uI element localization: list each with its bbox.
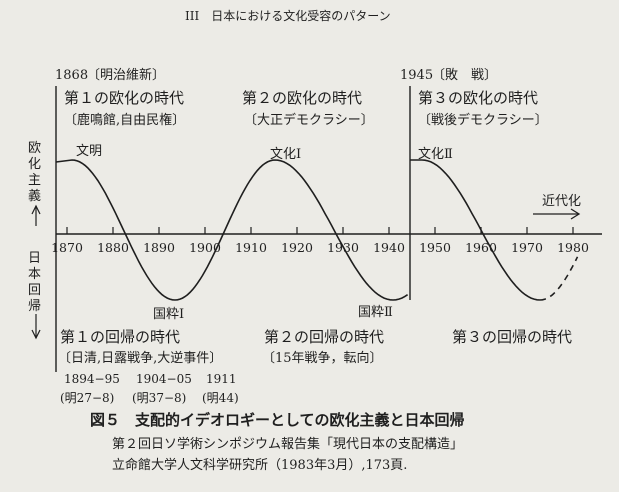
x-tick-label: 1890 [143,240,175,255]
west-period-3-title: 第３の欧化の時代 [418,89,538,107]
return-period-3-title: 第３の回帰の時代 [452,328,572,346]
west-period-2-title: 第２の欧化の時代 [242,89,362,107]
return-period-1-title: 第１の回帰の時代 [60,328,180,346]
page-header: III 日本における文化受容のパターン [185,8,391,23]
war-date-2-years: 1904−05 [136,372,192,386]
return-period-2-title: 第２の回帰の時代 [264,328,384,346]
x-tick-label: 1940 [373,240,405,255]
x-tick-label: 1900 [189,240,221,255]
source-line-1: 第２回日ソ学術シンポジウム報告集「現代日本の支配構造」 [112,436,463,452]
trough-label-kokusui-2: 国粋Ⅱ [358,305,393,320]
axis-top-char-2: 化 [28,157,41,172]
axis-top-char-3: 主 [28,173,41,188]
ideology-wave [55,159,541,301]
war-date-1-years: 1894−95 [64,372,120,386]
modernization-arrowhead [570,208,581,220]
west-period-1-title: 第１の欧化の時代 [64,89,184,107]
return-period-2-detail: 〔15年戦争，転向〕 [262,350,383,366]
x-tick-label: 1960 [465,240,497,255]
x-tick-label: 1950 [419,240,451,255]
epoch-event-meiji: 〔明治維新〕 [87,67,165,83]
x-tick-label: 1870 [51,240,83,255]
war-date-3-era: (明44) [202,391,239,405]
x-tick-label: 1910 [235,240,267,255]
modernization-label: 近代化 [542,194,581,209]
axis-top-char-4: 義 [28,188,41,204]
x-axis-ticks: 1870 1880 1890 1900 1910 1920 1930 1940 1950 1960… [51,227,589,255]
peak-label-bunka-1: 文化Ⅰ [270,147,301,162]
trough-label-kokusui-1: 国粋Ⅰ [153,307,184,322]
ideology-wave-projection [539,256,579,301]
x-tick-label: 1920 [281,240,313,255]
peak-label-bunka-2: 文化Ⅱ [418,147,453,162]
axis-top-char-1: 欧 [28,141,41,156]
west-period-1-detail: 〔鹿鳴館,自由民権〕 [64,112,185,128]
axis-bottom-char-2: 本 [28,267,41,282]
war-date-2-era: (明37−8) [132,391,186,405]
return-period-1-detail: 〔日清,日露戦争,大逆事件〕 [58,350,222,366]
west-period-3-detail: 〔戦後デモクラシー〕 [418,112,548,128]
x-tick-label: 1880 [97,240,129,255]
x-tick-label: 1980 [557,240,589,255]
peak-label-bunmei: 文明 [76,144,102,159]
epoch-event-defeat: 〔敗 戦〕 [432,68,497,83]
west-period-2-detail: 〔大正デモクラシー〕 [244,112,374,128]
axis-top-arrowhead [31,204,41,215]
source-line-2: 立命館大学人文科学研究所（1983年3月）,173頁. [112,457,407,473]
x-tick-label: 1970 [511,240,543,255]
axis-bottom-char-4: 帰 [28,298,41,314]
axis-bottom-char-1: 日 [28,251,41,266]
axis-bottom-char-3: 回 [28,283,41,298]
figure-caption: 図５ 支配的イデオロギーとしての欧化主義と日本回帰 [90,411,465,429]
war-date-3-years: 1911 [206,372,237,386]
epoch-year-1868: 1868 [55,68,88,83]
war-date-1-era: (明27−8) [60,391,114,405]
epoch-year-1945: 1945 [400,68,433,83]
axis-bottom-arrowhead [31,329,41,340]
